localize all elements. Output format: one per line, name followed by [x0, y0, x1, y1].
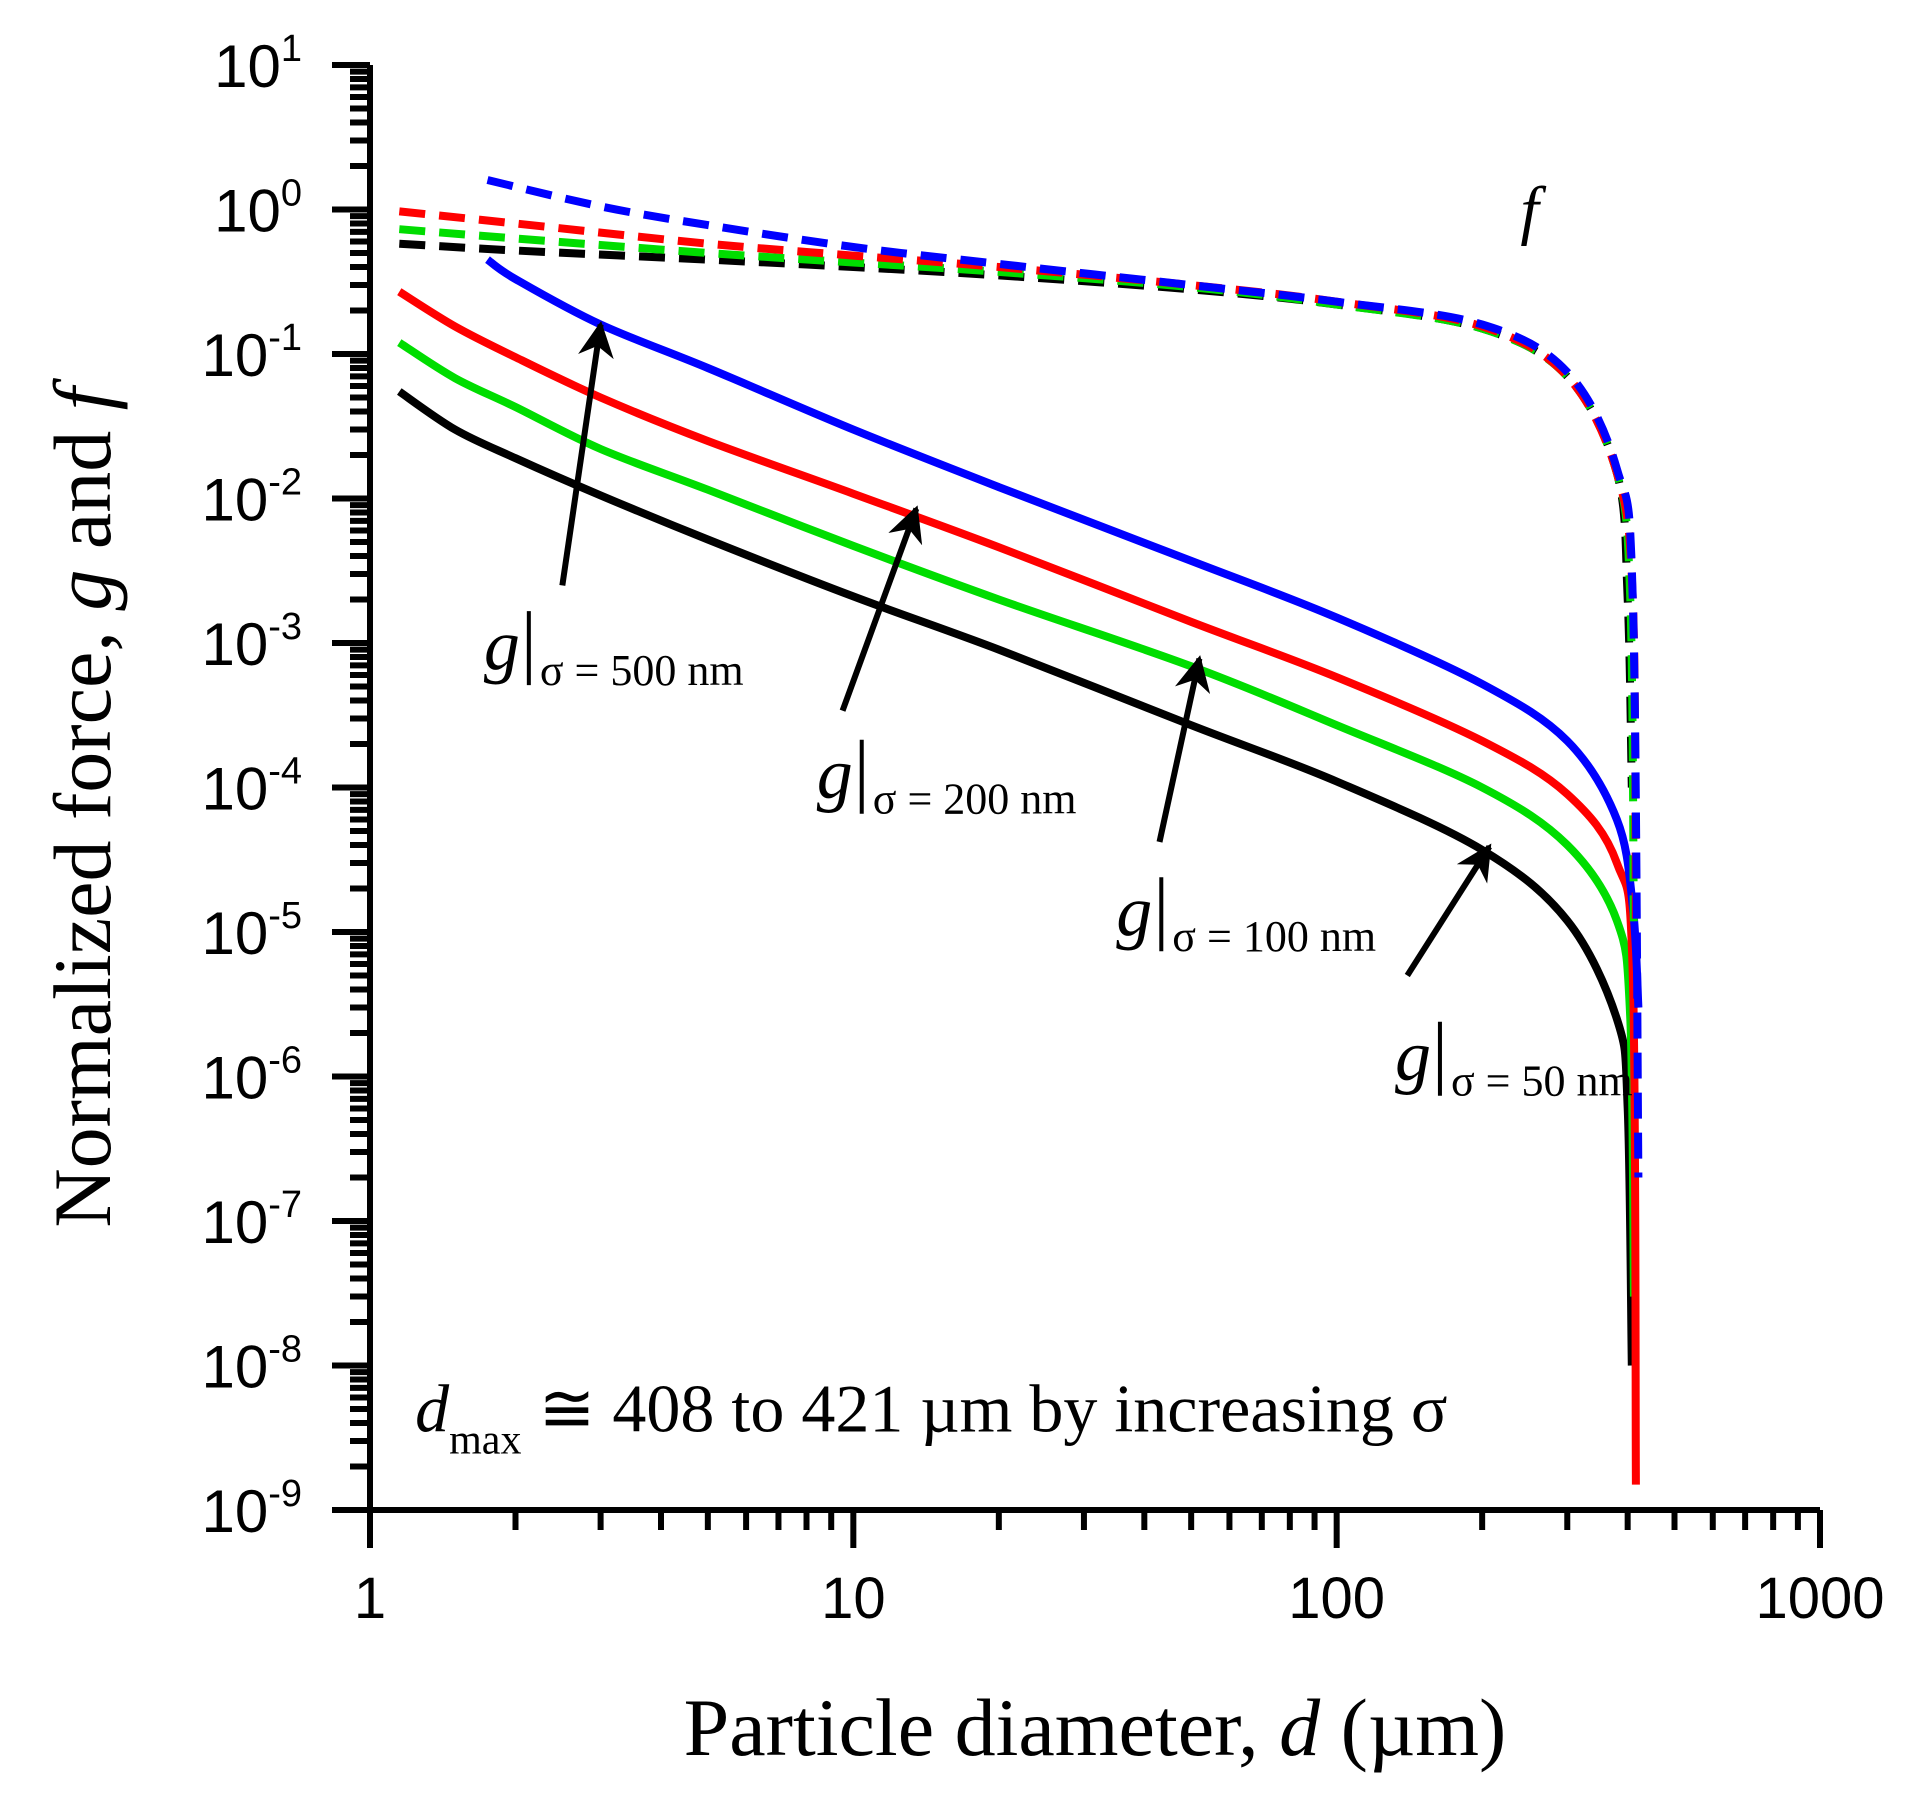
series-line-f50 — [399, 239, 1636, 788]
series-line-g50 — [397, 388, 1636, 1366]
y-tick-base: 10 — [201, 756, 268, 823]
annotation-label-g50: g σ = 50 nm — [1395, 1016, 1633, 1106]
annotation-label-g100: g σ = 100 nm — [1116, 871, 1376, 961]
y-tick-base: 10 — [201, 900, 268, 967]
dmax-note-sub: max — [449, 1417, 521, 1463]
y-tick-label: 10-3 — [201, 606, 302, 678]
y-tick-base: 10 — [214, 178, 281, 245]
y-tick-label: 10-4 — [201, 751, 302, 823]
y-tick-label: 100 — [214, 173, 302, 245]
y-tick-label: 10-7 — [201, 1184, 302, 1256]
y-tick-exp: -2 — [268, 462, 302, 504]
y-tick-label: 10-1 — [201, 317, 302, 389]
series-line-g200 — [397, 288, 1640, 1485]
annotation-label-g200: g σ = 200 nm — [817, 734, 1077, 824]
y-tick-label: 10-2 — [201, 462, 302, 534]
y-tick-base: 10 — [201, 1189, 268, 1256]
dmax-note-rest: ≅ 408 to 421 µm by increasing σ — [521, 1370, 1447, 1446]
y-tick-exp: 1 — [281, 28, 302, 70]
y-tick-base: 10 — [201, 1478, 268, 1545]
series-group — [397, 176, 1643, 1485]
annotation-sub: σ = 500 nm — [540, 646, 744, 695]
x-tick-label: 1000 — [1755, 1566, 1884, 1631]
y-tick-label: 10-6 — [201, 1040, 302, 1112]
y-axis-title-var1: g — [37, 570, 128, 611]
y-tick-base: 10 — [201, 322, 268, 389]
y-tick-exp: -9 — [268, 1473, 302, 1515]
annotations: g σ = 500 nm g σ = 200 nm g σ = 100 nm g σ = 50… — [484, 320, 1633, 1106]
y-tick-label: 10-8 — [201, 1329, 302, 1401]
y-tick-base: 10 — [214, 33, 281, 100]
y-tick-exp: -5 — [268, 895, 302, 937]
annotation-var: g — [484, 605, 520, 685]
y-tick-base: 10 — [201, 467, 268, 534]
series-line-g100 — [397, 339, 1638, 1297]
x-axis-title-suffix: (µm) — [1320, 1682, 1506, 1773]
annotation-sub: σ = 100 nm — [1172, 912, 1376, 961]
y-tick-exp: -7 — [268, 1184, 302, 1226]
x-axis-title: Particle diameter, d (µm) — [684, 1682, 1507, 1773]
dmax-note-var: d — [415, 1370, 450, 1446]
y-tick-exp: -3 — [268, 606, 302, 648]
y-tick-exp: -6 — [268, 1040, 302, 1082]
y-axis-title-prefix: Normalized force, — [37, 611, 128, 1228]
y-tick-label: 10-9 — [201, 1473, 302, 1545]
dmax-note: dmax ≅ 408 to 421 µm by increasing σ — [415, 1370, 1447, 1463]
x-axis-title-prefix: Particle diameter, — [684, 1682, 1280, 1773]
annotation-var: g — [1116, 871, 1152, 951]
series-line-g500 — [485, 256, 1643, 1008]
y-tick-base: 10 — [201, 611, 268, 678]
x-tick-label: 100 — [1288, 1566, 1385, 1631]
series-line-f500 — [486, 176, 1643, 1178]
x-tick-label: 1 — [354, 1566, 386, 1631]
annotation-arrow-g100 — [1156, 655, 1211, 843]
y-axis-title-var2: f — [37, 377, 128, 410]
series-line-f200 — [398, 207, 1640, 933]
annotation-arrow-g500 — [559, 320, 614, 586]
y-tick-exp: -8 — [268, 1329, 302, 1371]
annotation-arrow-g50 — [1404, 843, 1492, 978]
y-axis-title-mid: and — [37, 410, 128, 569]
ticks: 1 10 100 100010110010-110-210-310-410-510-6… — [201, 28, 1884, 1631]
annotation-sub: σ = 200 nm — [873, 775, 1077, 824]
y-axis-title: Normalized force, g and f — [37, 377, 128, 1227]
x-axis-title-var: d — [1279, 1682, 1321, 1773]
y-tick-label: 101 — [214, 28, 302, 100]
y-tick-exp: -1 — [268, 317, 302, 359]
f-curve-label: f — [1520, 174, 1546, 247]
x-tick-label: 10 — [821, 1566, 886, 1631]
series-line-f100 — [398, 225, 1638, 933]
y-tick-exp: 0 — [281, 173, 302, 215]
y-tick-label: 10-5 — [201, 895, 302, 967]
annotation-label-g500: g σ = 500 nm — [484, 605, 744, 695]
y-tick-base: 10 — [201, 1334, 268, 1401]
y-tick-exp: -4 — [268, 751, 302, 793]
annotation-var: g — [1395, 1016, 1431, 1096]
annotation-sub: σ = 50 nm — [1451, 1057, 1633, 1106]
annotation-var: g — [817, 734, 853, 814]
y-tick-base: 10 — [201, 1045, 268, 1112]
annotation-arrow-g200 — [839, 505, 923, 712]
